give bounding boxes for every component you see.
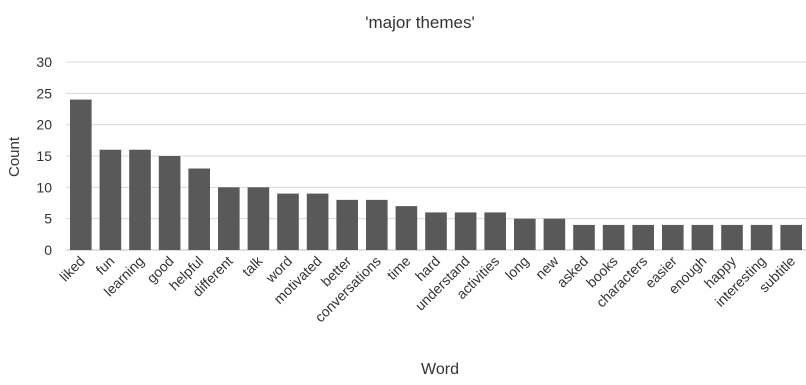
bar-motivated — [306, 193, 329, 250]
bar-asked — [573, 224, 595, 250]
x-axis-label: Word — [421, 361, 459, 378]
bar-long — [514, 218, 536, 250]
bar-better — [336, 199, 359, 250]
bar-new — [543, 218, 566, 250]
bar-characters — [632, 224, 655, 250]
x-tick-label: time — [384, 253, 414, 283]
x-tick-label: asked — [553, 253, 591, 291]
bar-easier — [662, 224, 684, 250]
y-tick-label: 10 — [36, 179, 52, 195]
bar-good — [158, 156, 181, 250]
bar-enough — [691, 224, 714, 250]
bar-fun — [99, 149, 122, 250]
bar-talk — [247, 187, 270, 250]
y-tick-label: 0 — [44, 242, 52, 258]
y-tick-label: 15 — [36, 148, 52, 164]
chart-title: 'major themes' — [365, 13, 474, 32]
bar-conversations — [366, 199, 388, 250]
bar-time — [395, 206, 418, 250]
x-tick-label: liked — [56, 253, 88, 285]
bar-word — [277, 193, 299, 250]
y-axis-label: Count — [6, 136, 23, 177]
y-tick-label: 25 — [36, 85, 52, 101]
bar-interesting — [750, 224, 773, 250]
bar-subtitle — [780, 224, 803, 250]
bar-liked — [70, 99, 92, 250]
bar-hard — [425, 212, 447, 250]
bar-activities — [484, 212, 507, 250]
bar-books — [602, 224, 625, 250]
y-tick-label: 30 — [36, 54, 52, 70]
y-tick-label: 5 — [44, 211, 52, 227]
y-tick-label: 20 — [36, 117, 52, 133]
bar-different — [218, 187, 240, 250]
bar-helpful — [188, 168, 211, 250]
y-axis-ticks: 0 5 10 15 20 25 30 — [36, 54, 52, 258]
bar-learning — [129, 149, 151, 250]
bar-understand — [454, 212, 477, 250]
x-tick-label: long — [502, 253, 532, 283]
bars — [70, 99, 803, 250]
bar-happy — [721, 224, 743, 250]
